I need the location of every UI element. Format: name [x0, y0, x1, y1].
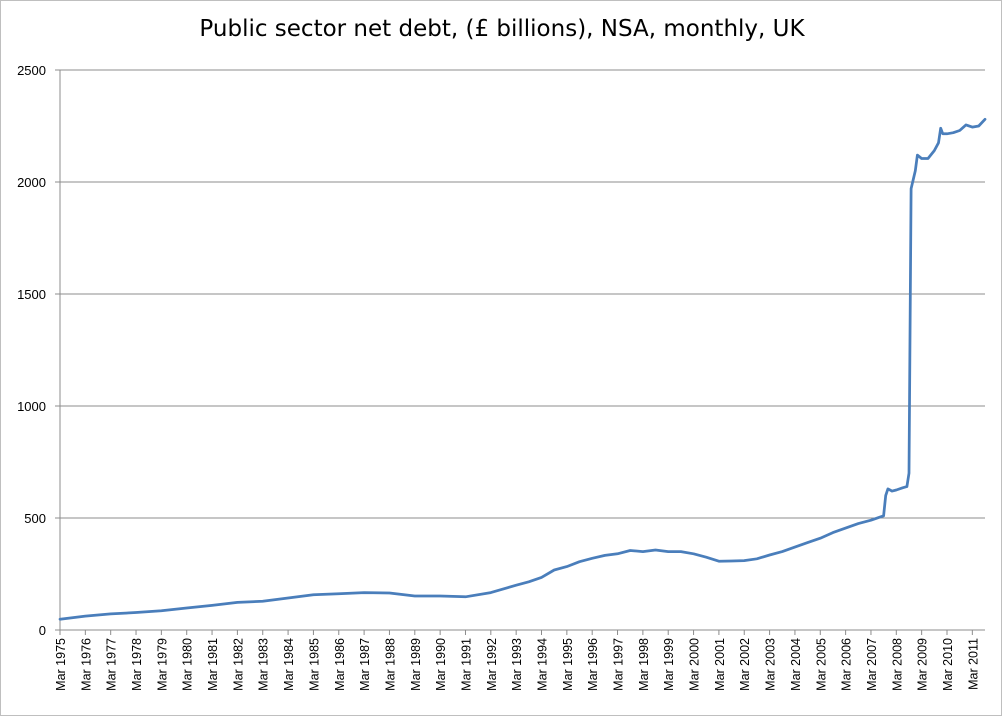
x-tick-label: Mar 1996 — [586, 638, 600, 691]
x-tick-label: Mar 2001 — [713, 638, 727, 691]
x-tick-label: Mar 2007 — [865, 638, 879, 691]
chart-title: Public sector net debt, (£ billions), NS… — [199, 16, 805, 42]
x-tick-label: Mar 2002 — [738, 638, 752, 691]
x-tick-label: Mar 1978 — [130, 638, 144, 691]
x-tick-label: Mar 1986 — [333, 638, 347, 691]
y-tick-labels: 0 500 1000 1500 2000 2500 — [17, 63, 46, 638]
x-tick-labels: Mar 1975 Mar 1976 Mar 1977 Mar 1978 Mar 1979… — [54, 638, 980, 691]
x-tick-label: Mar 1977 — [105, 638, 119, 691]
axes — [55, 69, 985, 635]
x-tick-label: Mar 1983 — [257, 638, 271, 691]
x-tick-label: Mar 1993 — [510, 638, 524, 691]
x-tick-label: Mar 1994 — [536, 638, 550, 691]
y-tick-label: 2500 — [17, 63, 46, 78]
x-tick-label: Mar 1987 — [358, 638, 372, 691]
series-line — [58, 117, 987, 621]
x-tick-label: Mar 1989 — [409, 638, 423, 691]
x-tick-label: Mar 2003 — [764, 638, 778, 691]
x-tick-label: Mar 2011 — [966, 638, 980, 690]
x-tick-label: Mar 2000 — [688, 638, 702, 691]
x-tick-label: Mar 1982 — [231, 638, 245, 691]
x-tick-label: Mar 1995 — [561, 638, 575, 691]
y-tick-label: 1000 — [17, 399, 46, 414]
x-tick-label: Mar 2006 — [840, 638, 854, 691]
y-tick-label: 0 — [39, 623, 46, 638]
y-tick-label: 2000 — [17, 175, 46, 190]
x-tick-label: Mar 2010 — [941, 638, 955, 691]
x-tick-label: Mar 1999 — [662, 638, 676, 691]
x-tick-label: Mar 2009 — [916, 638, 930, 691]
x-tick-label: Mar 1998 — [637, 638, 651, 691]
x-tick-label: Mar 1988 — [383, 638, 397, 691]
x-tick-label: Mar 1976 — [79, 638, 93, 691]
x-tick-label: Mar 1975 — [54, 638, 68, 691]
series-layer — [58, 117, 987, 621]
x-tick-label: Mar 1997 — [612, 638, 626, 691]
x-tick-label: Mar 1981 — [206, 638, 220, 691]
x-tick-label: Mar 1992 — [485, 638, 499, 691]
x-tick-label: Mar 2005 — [814, 638, 828, 691]
x-tick-label: Mar 1991 — [459, 638, 473, 691]
x-tick-label: Mar 2004 — [789, 638, 803, 691]
x-tick-label: Mar 1980 — [181, 638, 195, 691]
x-tick-label: Mar 1985 — [307, 638, 321, 691]
x-tick-label: Mar 1990 — [434, 638, 448, 691]
x-tick-label: Mar 2008 — [890, 638, 904, 691]
y-tick-label: 500 — [24, 511, 46, 526]
y-tick-label: 1500 — [17, 287, 46, 302]
x-tick-label: Mar 1979 — [155, 638, 169, 691]
grid-lines — [60, 69, 985, 519]
x-tick-label: Mar 1984 — [282, 638, 296, 691]
